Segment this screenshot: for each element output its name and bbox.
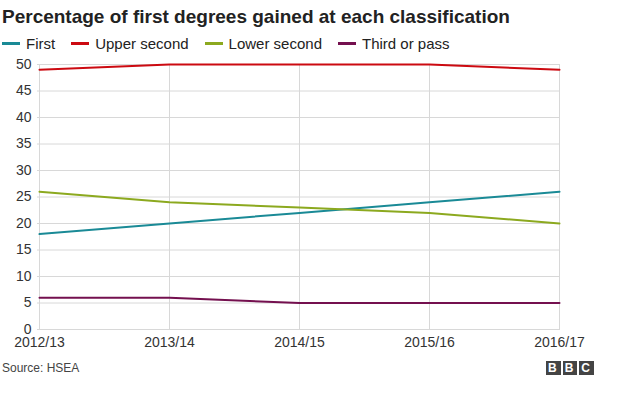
html-text:Third or pass: Third or pass: [362, 34, 450, 52]
svg-text:15: 15: [16, 241, 32, 257]
svg-text:2015/16: 2015/16: [404, 334, 455, 350]
html-text:First: First: [26, 34, 56, 52]
svg-text:40: 40: [16, 109, 32, 125]
svg-text:50: 50: [16, 56, 32, 72]
html-text:B: B: [564, 361, 576, 375]
html-text:B: B: [548, 361, 559, 375]
html-text:C: C: [581, 361, 592, 375]
svg-text:5: 5: [24, 294, 32, 310]
svg-text:2014/15: 2014/15: [274, 334, 325, 350]
svg-text:45: 45: [16, 82, 32, 98]
svg-text:30: 30: [16, 162, 32, 178]
svg-text:10: 10: [16, 268, 32, 284]
svg-text:35: 35: [16, 135, 32, 151]
html-text:Upper second: Upper second: [95, 34, 189, 52]
svg-text:25: 25: [16, 188, 32, 204]
svg-text:0: 0: [23, 321, 32, 337]
svg-text:2013/14: 2013/14: [144, 334, 195, 350]
html-text:Percentage of first degrees ga: Percentage of first degrees gained at ea…: [2, 6, 510, 27]
html-text:Lower second: Lower second: [228, 34, 322, 52]
html-text:Source: HSEA: Source: HSEA: [2, 361, 80, 375]
svg-text:2016/17: 2016/17: [534, 334, 585, 350]
svg-text:2012/13: 2012/13: [14, 334, 65, 350]
svg-text:20: 20: [16, 215, 32, 231]
